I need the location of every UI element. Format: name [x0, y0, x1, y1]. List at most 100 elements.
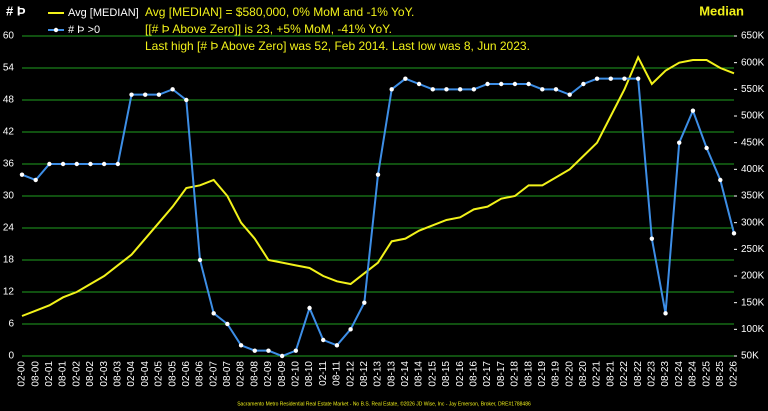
point	[444, 87, 449, 92]
point	[471, 87, 477, 92]
point	[307, 305, 312, 311]
x-tick-label: 08-25	[715, 361, 726, 387]
y-tick-label: 30	[3, 191, 15, 202]
point	[608, 76, 613, 81]
legend-label: Avg [MEDIAN]	[68, 7, 139, 19]
x-tick-label: 08-14	[414, 361, 425, 387]
point	[594, 76, 600, 81]
point	[348, 327, 353, 332]
y-tick-label: 12	[3, 287, 15, 298]
x-tick-label: 08-18	[523, 361, 534, 387]
x-tick-label: 08-07	[222, 361, 233, 387]
x-tick-label: 02-03	[99, 361, 110, 387]
legend-label: # Þ >0	[68, 24, 100, 36]
point	[170, 87, 175, 92]
y-tick-label: 24	[3, 223, 15, 234]
x-tick-label: 08-05	[167, 361, 178, 387]
x-tick-label: 02-10	[290, 361, 301, 387]
x-tick-label: 02-23	[646, 361, 657, 387]
x-tick-label: 02-07	[208, 361, 219, 387]
x-tick-label: 08-23	[660, 361, 671, 387]
y2-tick-label: 50K	[741, 351, 759, 362]
point	[499, 81, 504, 87]
point	[60, 161, 66, 167]
y2-tick-label: 100K	[741, 324, 765, 335]
point	[88, 161, 93, 167]
x-tick-label: 08-16	[468, 361, 479, 387]
point	[416, 81, 422, 87]
point	[33, 177, 38, 183]
x-tick-label: 02-17	[482, 361, 493, 387]
x-tick-label: 02-20	[564, 361, 575, 387]
x-tick-label: 02-26	[729, 361, 740, 387]
x-tick-label: 08-06	[195, 361, 206, 387]
point	[457, 87, 463, 92]
point	[567, 92, 572, 97]
point	[512, 81, 518, 87]
x-tick-label: 08-02	[85, 361, 96, 387]
x-tick-label: 02-04	[126, 361, 137, 387]
point	[403, 76, 408, 81]
x-tick-label: 08-22	[633, 361, 644, 387]
x-tick-label: 02-24	[674, 361, 685, 387]
y-tick-label: 42	[3, 127, 15, 138]
point	[211, 311, 216, 316]
point	[334, 343, 340, 348]
point	[389, 87, 394, 92]
x-tick-label: 08-00	[30, 361, 41, 387]
x-tick-label: 08-03	[112, 361, 123, 387]
point	[47, 161, 52, 167]
x-tick-label: 08-24	[688, 361, 699, 387]
point	[184, 97, 189, 103]
x-tick-label: 08-04	[140, 361, 151, 387]
point	[74, 161, 79, 167]
y-tick-label: 18	[3, 255, 15, 266]
series-line	[21, 54, 735, 317]
x-tick-label: 02-08	[236, 361, 247, 387]
x-tick-label: 02-21	[592, 361, 603, 387]
x-tick-label: 02-00	[17, 361, 28, 387]
point	[19, 172, 25, 177]
x-tick-label: 02-11	[318, 361, 329, 386]
point	[266, 348, 271, 353]
point	[635, 76, 641, 81]
x-tick-label: 02-16	[455, 361, 466, 387]
y2-tick-label: 550K	[741, 84, 765, 95]
point	[526, 81, 531, 87]
series-line	[21, 77, 735, 358]
point	[581, 81, 586, 87]
x-tick-label: 02-25	[701, 361, 712, 387]
point	[649, 236, 655, 241]
y2-tick-label: 300K	[741, 217, 765, 228]
x-tick-label: 08-08	[249, 361, 260, 387]
y-tick-label: 36	[3, 159, 15, 170]
x-tick-label: 08-15	[441, 361, 452, 387]
point	[225, 321, 230, 327]
point	[143, 92, 148, 97]
point	[430, 87, 435, 92]
point	[731, 231, 737, 236]
annotation: [[# Þ Above Zero]] is 23, +5% MoM, -41% …	[145, 22, 392, 36]
x-tick-label: 02-02	[71, 361, 82, 387]
footer: Sacramento Metro Residential Real Estate…	[237, 400, 531, 407]
point	[279, 353, 285, 359]
x-tick-label: 08-01	[58, 361, 69, 387]
x-tick-label: 08-17	[496, 361, 507, 387]
x-tick-label: 08-20	[578, 361, 589, 387]
x-tick-label: 02-09	[263, 361, 274, 387]
x-tick-label: 08-12	[359, 361, 370, 387]
point	[690, 108, 696, 113]
x-tick-label: 02-15	[427, 361, 438, 387]
x-tick-label: 02-05	[154, 361, 165, 387]
y2-tick-label: 650K	[741, 31, 765, 42]
point	[197, 257, 203, 263]
point	[321, 337, 326, 343]
x-tick-label: 08-13	[386, 361, 397, 387]
annotation: Avg [MEDIAN] = $580,000, 0% MoM and -1% …	[145, 5, 414, 19]
point	[156, 92, 162, 97]
point	[101, 161, 107, 167]
x-tick-label: 02-06	[181, 361, 192, 387]
x-tick-label: 02-01	[44, 361, 55, 387]
x-tick-label: 08-19	[551, 361, 562, 387]
x-tick-label: 02-22	[619, 361, 630, 387]
